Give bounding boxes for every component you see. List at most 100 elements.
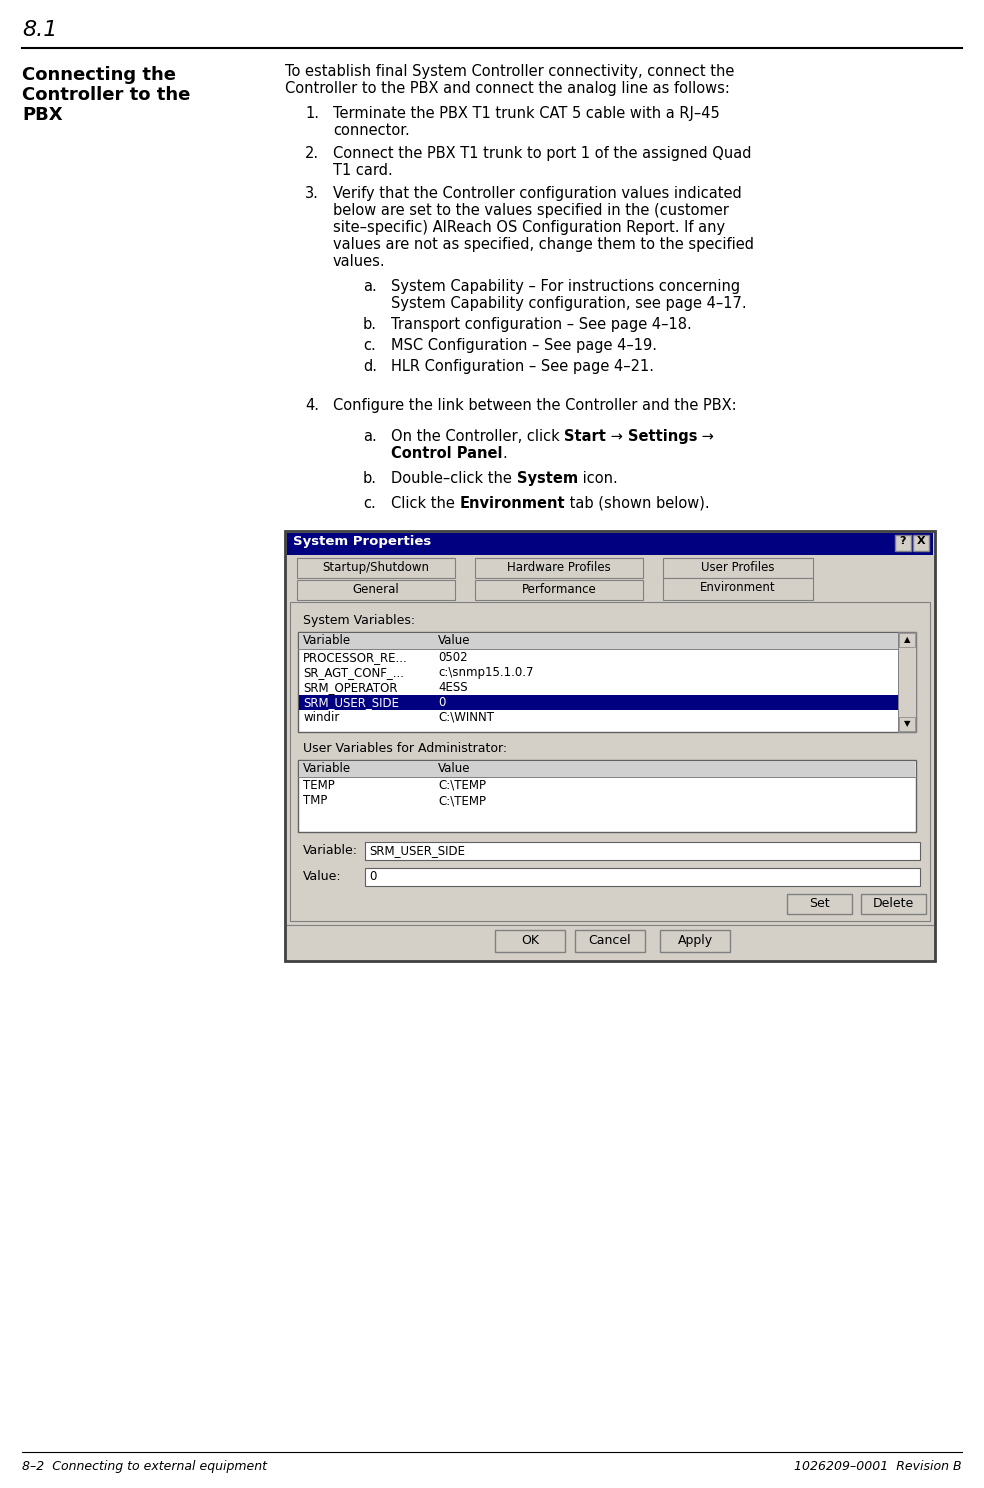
Text: Control Panel: Control Panel	[391, 446, 503, 461]
Bar	[899, 632, 915, 647]
Text: windir: windir	[303, 711, 339, 725]
Bar	[787, 894, 852, 914]
Text: ▼: ▼	[903, 719, 910, 728]
Text: User Profiles: User Profiles	[702, 561, 774, 574]
Bar	[299, 760, 915, 777]
Text: HLR Configuration – See page 4–21.: HLR Configuration – See page 4–21.	[391, 359, 654, 373]
Text: TMP: TMP	[303, 795, 328, 806]
Text: d.: d.	[363, 359, 377, 373]
Text: SRM_OPERATOR: SRM_OPERATOR	[303, 682, 398, 693]
Bar	[475, 558, 643, 577]
Text: System Variables:: System Variables:	[303, 615, 415, 626]
Text: MSC Configuration – See page 4–19.: MSC Configuration – See page 4–19.	[391, 338, 657, 353]
Text: TEMP: TEMP	[303, 780, 335, 792]
Text: 0502: 0502	[438, 652, 467, 664]
Bar	[895, 536, 911, 551]
Text: C:\TEMP: C:\TEMP	[438, 780, 486, 792]
Bar	[663, 558, 813, 577]
Text: 1026209–0001  Revision B: 1026209–0001 Revision B	[794, 1460, 962, 1473]
Text: b.: b.	[363, 472, 377, 487]
Text: a.: a.	[363, 429, 377, 443]
Text: b.: b.	[363, 317, 377, 332]
Text: site–specific) AIReach OS Configuration Report. If any: site–specific) AIReach OS Configuration …	[333, 220, 725, 235]
Text: Verify that the Controller configuration values indicated: Verify that the Controller configuration…	[333, 186, 742, 201]
Text: values.: values.	[333, 254, 386, 269]
Bar	[861, 894, 926, 914]
Text: Double–click the: Double–click the	[391, 472, 517, 487]
Bar	[575, 930, 645, 952]
Text: c:\snmp15.1.0.7: c:\snmp15.1.0.7	[438, 667, 533, 679]
Text: →: →	[698, 429, 714, 443]
Text: Hardware Profiles: Hardware Profiles	[507, 561, 611, 574]
Text: Variable:: Variable:	[303, 844, 358, 857]
Text: Click the: Click the	[391, 496, 460, 510]
Bar	[285, 531, 935, 961]
Text: →: →	[606, 429, 628, 443]
Text: values are not as specified, change them to the specified: values are not as specified, change them…	[333, 237, 754, 251]
Text: Value:: Value:	[303, 870, 341, 882]
Text: 2.: 2.	[305, 146, 319, 161]
Bar	[287, 533, 933, 555]
Bar	[660, 930, 730, 952]
Text: C:\TEMP: C:\TEMP	[438, 795, 486, 806]
Text: Terminate the PBX T1 trunk CAT 5 cable with a RJ–45: Terminate the PBX T1 trunk CAT 5 cable w…	[333, 106, 719, 121]
Text: Value: Value	[438, 762, 470, 775]
Text: SR_AGT_CONF_...: SR_AGT_CONF_...	[303, 667, 404, 679]
Text: Controller to the: Controller to the	[22, 86, 190, 104]
Text: PBX: PBX	[22, 106, 63, 124]
Text: c.: c.	[363, 496, 376, 510]
Text: User Variables for Administrator:: User Variables for Administrator:	[303, 743, 507, 754]
Text: To establish final System Controller connectivity, connect the: To establish final System Controller con…	[285, 64, 734, 79]
Text: Configure the link between the Controller and the PBX:: Configure the link between the Controlle…	[333, 397, 737, 414]
Bar	[299, 632, 898, 649]
Text: Variable: Variable	[303, 634, 351, 647]
Text: Environment: Environment	[460, 496, 565, 510]
Bar	[495, 930, 565, 952]
Text: 1.: 1.	[305, 106, 319, 121]
Text: Performance: Performance	[522, 583, 596, 597]
Text: Cancel: Cancel	[588, 934, 632, 946]
Bar	[913, 536, 929, 551]
Text: C:\WINNT: C:\WINNT	[438, 711, 494, 725]
Text: SRM_USER_SIDE: SRM_USER_SIDE	[369, 844, 465, 857]
Text: Environment: Environment	[701, 580, 775, 594]
Text: System Capability – For instructions concerning: System Capability – For instructions con…	[391, 278, 740, 295]
Text: System Capability configuration, see page 4–17.: System Capability configuration, see pag…	[391, 296, 747, 311]
Text: System Properties: System Properties	[293, 536, 431, 548]
Text: below are set to the values specified in the (customer: below are set to the values specified in…	[333, 202, 729, 219]
Bar	[299, 695, 898, 710]
Text: Controller to the PBX and connect the analog line as follows:: Controller to the PBX and connect the an…	[285, 80, 730, 97]
Text: Apply: Apply	[677, 934, 712, 946]
Text: T1 card.: T1 card.	[333, 164, 393, 179]
Text: Settings: Settings	[628, 429, 698, 443]
Text: .: .	[503, 446, 507, 461]
Text: tab (shown below).: tab (shown below).	[565, 496, 709, 510]
Bar	[290, 603, 930, 921]
Bar	[365, 842, 920, 860]
Text: ?: ?	[899, 536, 906, 546]
Text: 4ESS: 4ESS	[438, 682, 467, 693]
Text: connector.: connector.	[333, 124, 409, 138]
Text: icon.: icon.	[578, 472, 617, 487]
Text: SRM_USER_SIDE: SRM_USER_SIDE	[303, 696, 399, 708]
Text: General: General	[352, 583, 400, 597]
Text: ▲: ▲	[903, 635, 910, 644]
Text: System: System	[517, 472, 578, 487]
Bar	[298, 760, 916, 832]
Text: Connect the PBX T1 trunk to port 1 of the assigned Quad: Connect the PBX T1 trunk to port 1 of th…	[333, 146, 752, 161]
Text: Transport configuration – See page 4–18.: Transport configuration – See page 4–18.	[391, 317, 692, 332]
Bar	[365, 868, 920, 885]
Text: Value: Value	[438, 634, 470, 647]
Text: Start: Start	[565, 429, 606, 443]
Text: 8.1: 8.1	[22, 19, 57, 40]
Text: On the Controller, click: On the Controller, click	[391, 429, 565, 443]
Text: X: X	[917, 536, 925, 546]
Text: Set: Set	[809, 897, 830, 911]
Text: OK: OK	[521, 934, 539, 946]
Bar	[298, 632, 916, 732]
Text: c.: c.	[363, 338, 376, 353]
Text: 0: 0	[369, 870, 376, 882]
Text: 0: 0	[438, 696, 446, 708]
Bar	[663, 577, 813, 600]
Bar	[475, 580, 643, 600]
